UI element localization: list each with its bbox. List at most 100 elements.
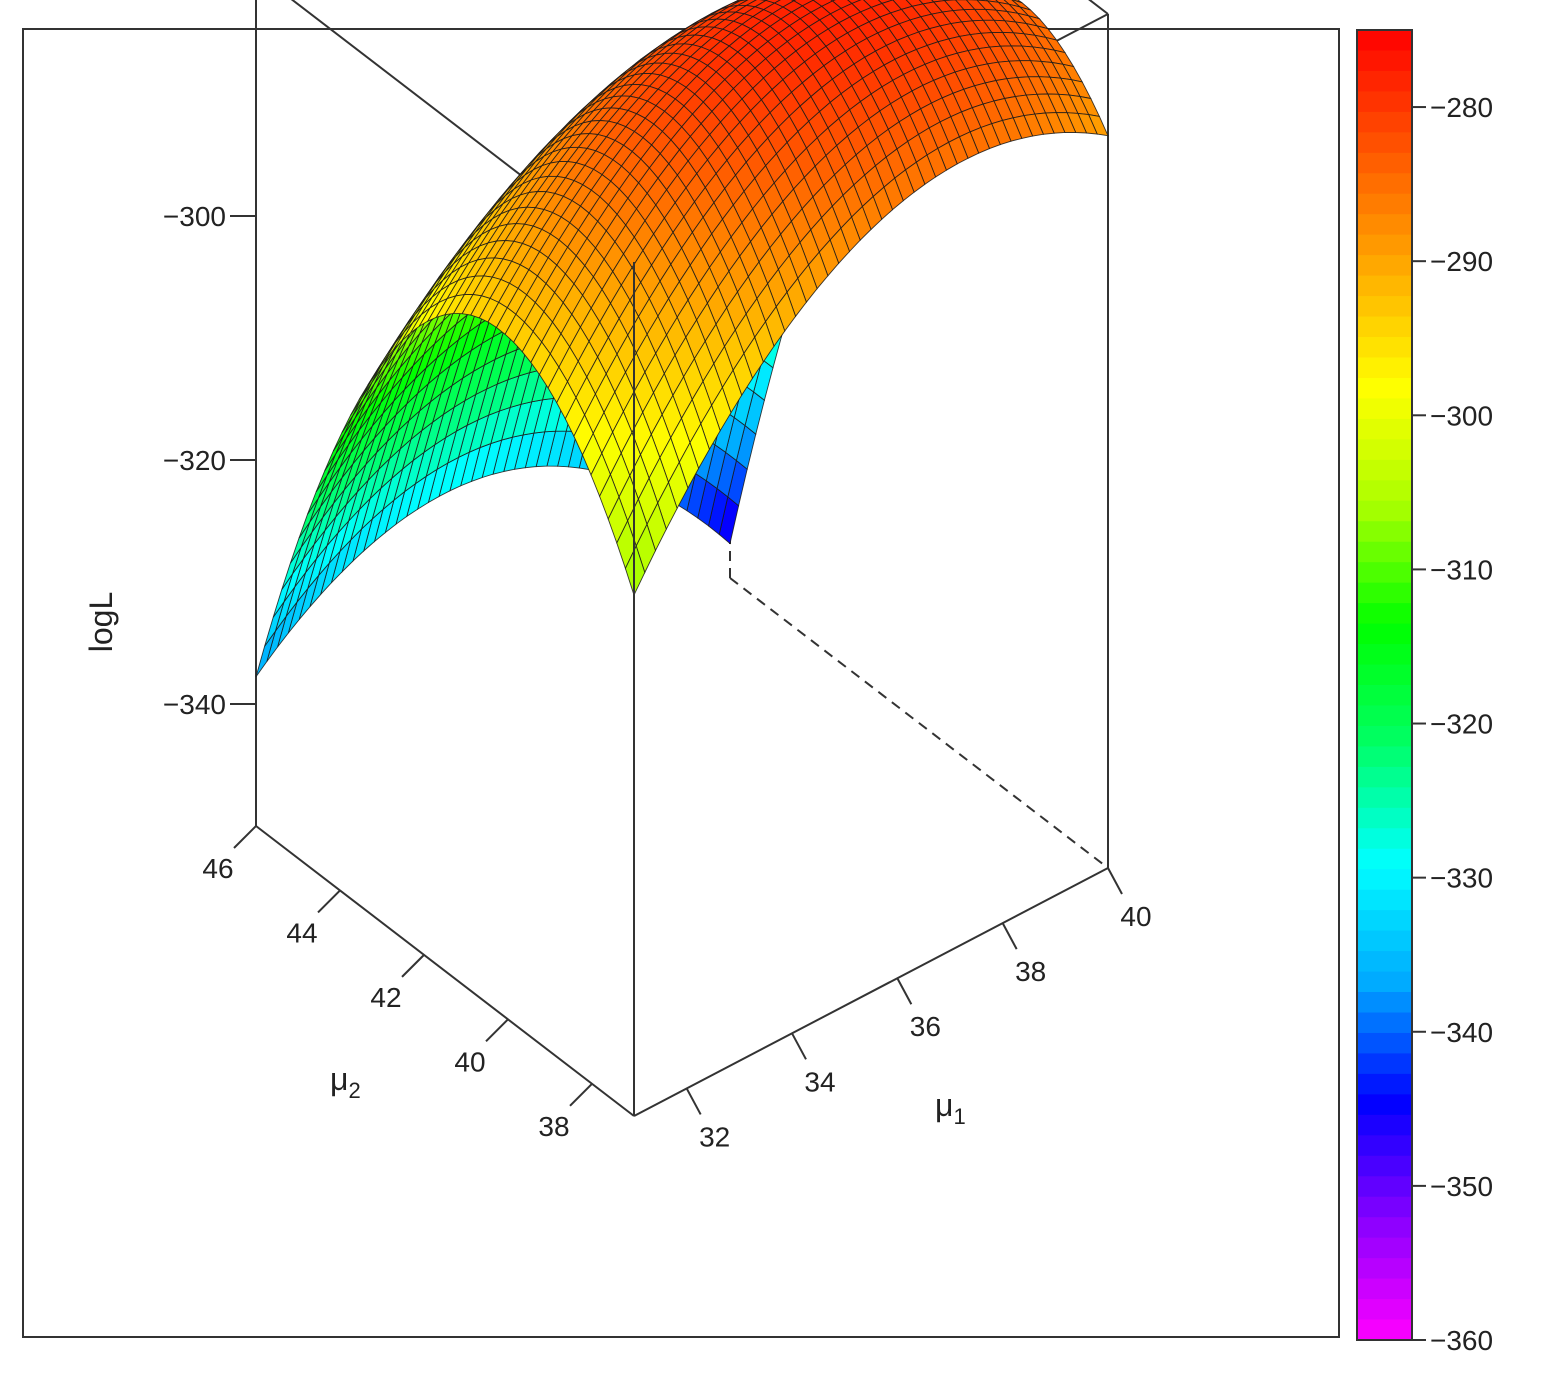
y-tick-mark xyxy=(233,825,257,849)
colorbar-band xyxy=(1357,1053,1412,1075)
x-tick-label: 34 xyxy=(804,1066,835,1097)
colorbar-tick-label: −330 xyxy=(1430,863,1493,894)
colorbar-band xyxy=(1357,398,1412,420)
colorbar-band xyxy=(1357,1278,1412,1300)
colorbar-band xyxy=(1357,930,1412,952)
colorbar-tick-label: −300 xyxy=(1430,400,1493,431)
colorbar-band xyxy=(1357,1196,1412,1218)
colorbar-band xyxy=(1357,1012,1412,1034)
z-tick-label: −320 xyxy=(163,445,226,476)
y-tick-mark xyxy=(317,889,341,914)
colorbar-band xyxy=(1357,1073,1412,1096)
colorbar-tick-label: −280 xyxy=(1430,92,1493,123)
colorbar-band xyxy=(1357,848,1412,871)
colorbar-band xyxy=(1357,357,1412,379)
colorbar-band xyxy=(1357,1155,1412,1178)
colorbar-band xyxy=(1357,275,1412,297)
colorbar-tick-label: −310 xyxy=(1430,554,1493,585)
z-tick-label: −340 xyxy=(163,689,226,720)
colorbar-band xyxy=(1357,50,1412,72)
colorbar-band xyxy=(1357,152,1412,175)
box-edge-bottom-front-left xyxy=(255,825,635,1117)
bounding-box-front xyxy=(255,262,1109,1117)
colorbar-band xyxy=(1357,193,1412,216)
colorbar-band xyxy=(1357,1032,1412,1055)
colorbar-band xyxy=(1357,787,1412,809)
y-tick-label: 40 xyxy=(454,1046,485,1077)
y-tick-label: 38 xyxy=(538,1111,569,1142)
x-tick-mark xyxy=(791,1032,807,1060)
x-tick-mark xyxy=(1001,922,1018,950)
colorbar-band xyxy=(1357,1299,1412,1321)
colorbar-band xyxy=(1357,1258,1412,1280)
y-tick-label: 42 xyxy=(370,982,401,1013)
y-tick-mark xyxy=(569,1083,593,1107)
colorbar-band xyxy=(1357,869,1412,891)
z-axis-title: logL xyxy=(83,592,119,653)
colorbar-band xyxy=(1357,623,1412,645)
colorbar-band xyxy=(1357,582,1412,604)
plot-frame xyxy=(22,28,1340,1338)
colorbar-band xyxy=(1357,541,1412,563)
colorbar-tick-label: −340 xyxy=(1430,1017,1493,1048)
colorbar-band xyxy=(1357,1135,1412,1157)
colorbar-band xyxy=(1357,1114,1412,1137)
colorbar-band xyxy=(1357,214,1412,236)
colorbar-band xyxy=(1357,971,1412,993)
x-tick-mark xyxy=(1107,867,1123,895)
colorbar-band xyxy=(1357,1237,1412,1259)
box-edge-bottom-front-right xyxy=(633,867,1109,1117)
colorbar-band xyxy=(1357,603,1412,625)
colorbar-band xyxy=(1357,296,1412,318)
x-tick-label: 40 xyxy=(1120,901,1151,932)
colorbar-band xyxy=(1357,910,1412,932)
surface-mesh xyxy=(255,0,1109,677)
colorbar-border xyxy=(1356,29,1413,1341)
colorbar-band xyxy=(1357,705,1412,727)
colorbar-tick-label: −360 xyxy=(1430,1325,1493,1356)
colorbar-band xyxy=(1357,480,1412,502)
x-tick-label: 32 xyxy=(699,1121,730,1152)
x-tick-mark xyxy=(896,977,913,1005)
y-tick-mark xyxy=(401,954,425,978)
x-tick-mark xyxy=(685,1087,702,1115)
y-tick-mark xyxy=(485,1018,509,1043)
colorbar-band xyxy=(1357,132,1412,154)
colorbar-band xyxy=(1357,685,1412,707)
colorbar-band xyxy=(1357,1319,1412,1341)
colorbar-band xyxy=(1357,439,1412,461)
colorbar-band xyxy=(1357,1176,1412,1198)
colorbar-band xyxy=(1357,766,1412,789)
colorbar-band xyxy=(1357,111,1412,134)
colorbar-tick-label: −350 xyxy=(1430,1171,1493,1202)
y-tick-label: 46 xyxy=(202,853,233,884)
colorbar-band xyxy=(1357,828,1412,850)
colorbar: −280 −290 −300 −310 −320 −330 −340 −350 −360 xyxy=(1356,29,1493,1356)
colorbar-tick-label: −320 xyxy=(1430,709,1493,740)
colorbar-band xyxy=(1357,562,1412,584)
x-tick-label: 36 xyxy=(910,1011,941,1042)
colorbar-band xyxy=(1357,337,1412,359)
colorbar-tick-label: −290 xyxy=(1430,246,1493,277)
colorbar-band xyxy=(1357,173,1412,195)
y-tick-label: 44 xyxy=(286,917,317,948)
x-axis-title: μ1 xyxy=(935,1087,966,1129)
colorbar-band xyxy=(1357,992,1412,1014)
y-axis-title: μ2 xyxy=(330,1061,361,1103)
colorbar-band xyxy=(1357,644,1412,666)
box-edge-bottom-back xyxy=(729,577,1109,869)
colorbar-band xyxy=(1357,30,1412,52)
colorbar-band xyxy=(1357,459,1412,482)
colorbar-band xyxy=(1357,889,1412,911)
surface-facet xyxy=(624,544,646,597)
colorbar-band xyxy=(1357,70,1412,93)
colorbar-band xyxy=(1357,316,1412,338)
colorbar-band xyxy=(1357,664,1412,686)
colorbar-band xyxy=(1357,91,1412,113)
colorbar-band xyxy=(1357,1217,1412,1239)
x-tick-label: 38 xyxy=(1015,956,1046,987)
colorbar-band xyxy=(1357,418,1412,441)
colorbar-band xyxy=(1357,807,1412,830)
